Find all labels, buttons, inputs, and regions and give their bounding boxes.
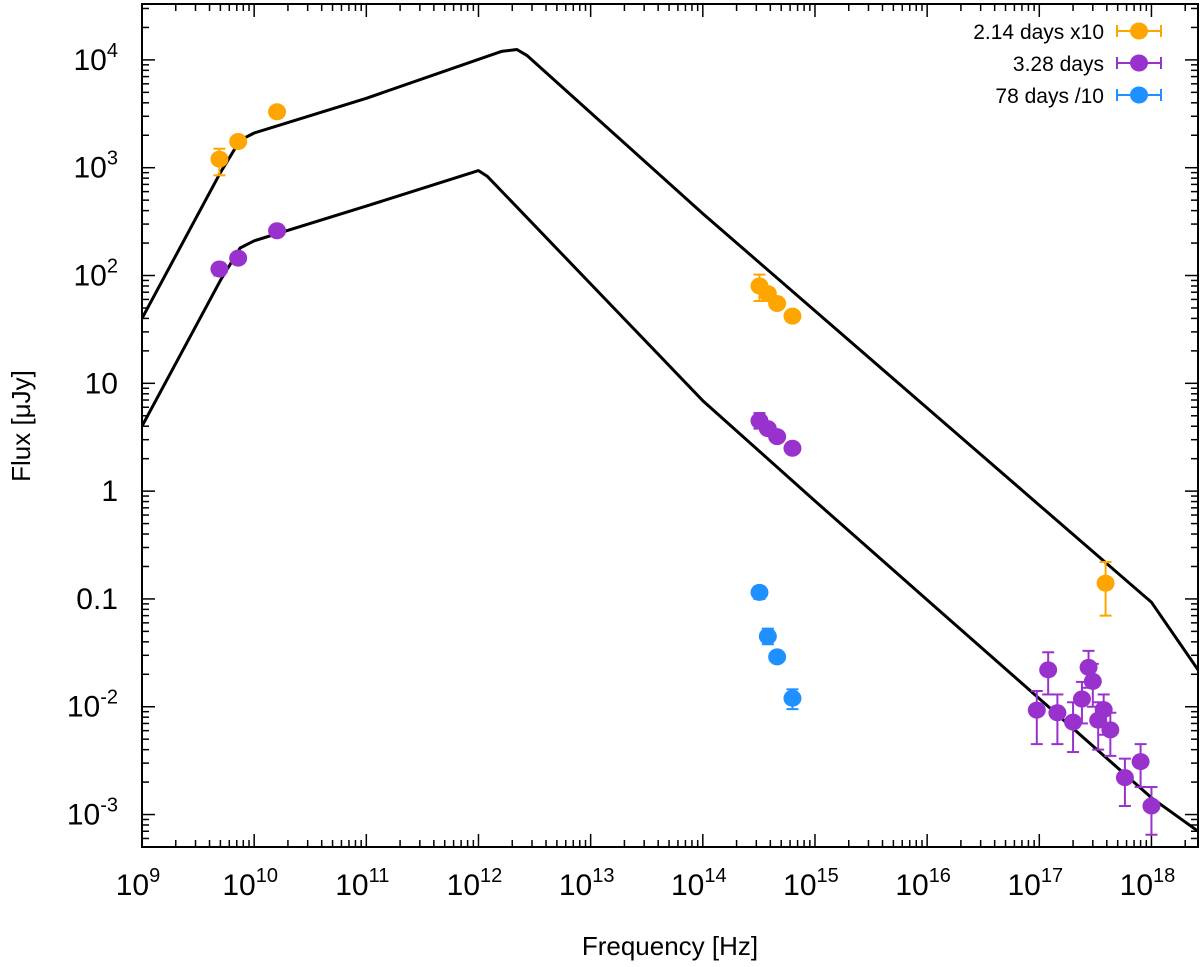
- data-point-series-1: [229, 133, 248, 151]
- y-tick-label: 104: [74, 40, 119, 77]
- data-point-series-2: [1142, 797, 1161, 815]
- data-point-series-1: [210, 150, 229, 168]
- data-point-series-2: [1048, 704, 1067, 722]
- data-point-series-2: [1094, 701, 1113, 719]
- data-point-series-2: [1131, 753, 1150, 771]
- data-point-series-1: [783, 307, 802, 325]
- x-tick-label: 1016: [895, 865, 951, 902]
- y-tick-label: 10-2: [67, 687, 118, 724]
- x-tick-label: 1013: [559, 865, 615, 902]
- data-point-series-2: [210, 260, 229, 278]
- y-tick-label: 103: [74, 148, 119, 185]
- data-point-series-2: [1039, 661, 1058, 679]
- x-axis-label: Frequency [Hz]: [582, 931, 758, 961]
- data-point-series-2: [1101, 721, 1120, 739]
- y-tick-label: 1: [101, 475, 118, 508]
- data-point-series-1: [1096, 574, 1115, 592]
- x-tick-label: 1015: [783, 865, 839, 902]
- y-tick-labels: 10-3 10-2 0.1 1 10 102 103 104: [67, 40, 118, 832]
- y-tick-label: 0.1: [76, 583, 118, 616]
- x-tick-label: 1017: [1007, 865, 1063, 902]
- legend-label: 3.28 days: [1013, 53, 1104, 76]
- x-tick-label: 109: [116, 865, 161, 902]
- legend-label: 2.14 days x10: [973, 21, 1104, 44]
- data-point-series-2: [1064, 713, 1083, 731]
- x-tick-label: 1010: [222, 865, 278, 902]
- legend-label: 78 days /10: [995, 85, 1104, 108]
- data-point-series-2: [1083, 672, 1102, 690]
- x-tick-label: 1014: [671, 865, 727, 902]
- data-point-series-1: [268, 103, 287, 121]
- model-2.14-days: [142, 48, 1198, 671]
- data-points: [210, 103, 1161, 836]
- data-point-series-2: [1115, 769, 1134, 787]
- data-point-series-3: [768, 648, 787, 666]
- data-point-series-2: [783, 439, 802, 457]
- x-tick-label: 1018: [1120, 865, 1176, 902]
- y-axis-label: Flux [μJy]: [6, 370, 36, 482]
- y-tick-label: 10-3: [67, 795, 118, 832]
- legend: 2.14 days x10 3.28 days 78 days /10: [973, 21, 1162, 108]
- data-point-series-2: [1027, 701, 1046, 719]
- plot-frame: [141, 3, 1199, 848]
- x-tick-label: 1012: [447, 865, 503, 902]
- legend-marker: [1130, 86, 1148, 104]
- legend-marker: [1130, 54, 1148, 72]
- x-tick-label: 1011: [335, 865, 389, 902]
- y-tick-label: 102: [74, 256, 119, 293]
- data-point-series-2: [1072, 690, 1091, 708]
- y-tick-label: 10: [85, 367, 118, 400]
- legend-marker: [1130, 22, 1148, 40]
- data-point-series-3: [783, 689, 802, 707]
- data-point-series-3: [758, 627, 777, 645]
- model-3.28-days: [142, 169, 1198, 833]
- x-tick-labels: 109 1010 1011 1012 1013 1014 1015 1016 1017 1018: [116, 865, 1176, 902]
- data-point-series-1: [768, 295, 787, 313]
- axis-ticks: [141, 4, 1198, 848]
- data-point-series-3: [750, 583, 769, 601]
- data-point-series-2: [268, 222, 287, 240]
- data-point-series-2: [768, 428, 787, 446]
- data-point-series-2: [229, 249, 248, 267]
